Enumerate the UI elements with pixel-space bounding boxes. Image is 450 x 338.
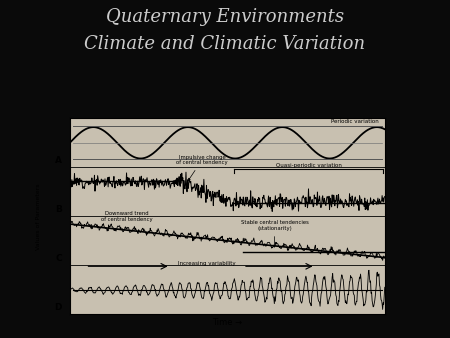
Text: Time →: Time → bbox=[212, 318, 242, 327]
Text: Stable central tendencies
(stationarity): Stable central tendencies (stationarity) bbox=[241, 220, 308, 247]
Text: Quasi-periodic variation: Quasi-periodic variation bbox=[276, 163, 342, 168]
Text: A: A bbox=[55, 156, 62, 165]
Text: D: D bbox=[54, 303, 62, 312]
Text: Quaternary Environments: Quaternary Environments bbox=[106, 8, 344, 26]
Text: Impulsive change
of central tendency: Impulsive change of central tendency bbox=[176, 154, 228, 180]
Text: Climate and Climatic Variation: Climate and Climatic Variation bbox=[85, 35, 365, 53]
Text: C: C bbox=[55, 254, 62, 263]
Text: Downward trend
of central tendency: Downward trend of central tendency bbox=[101, 211, 152, 222]
Text: Increasing variability: Increasing variability bbox=[178, 261, 236, 266]
Text: B: B bbox=[55, 205, 62, 214]
Text: Values of Parameters: Values of Parameters bbox=[36, 183, 41, 249]
Text: Periodic variation: Periodic variation bbox=[331, 119, 378, 124]
